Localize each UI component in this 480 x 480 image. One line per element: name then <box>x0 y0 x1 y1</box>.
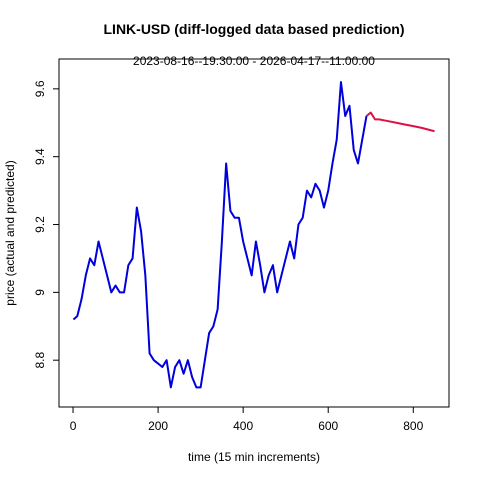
y-tick-label: 9 <box>33 289 47 296</box>
chart-title: LINK-USD (diff-logged data based predict… <box>104 21 405 37</box>
y-tick-label: 8.8 <box>33 352 47 369</box>
y-axis-label: price (actual and predicted) <box>3 160 17 305</box>
series-line <box>72 81 368 389</box>
x-axis-label: time (15 min increments) <box>188 450 320 464</box>
y-tick-label: 9.4 <box>33 148 47 165</box>
x-tick-label: 800 <box>403 419 423 433</box>
y-tick-label: 9.2 <box>33 216 47 233</box>
x-tick-label: 0 <box>70 419 77 433</box>
series-line <box>365 111 435 133</box>
plot-frame <box>58 58 450 408</box>
x-tick-label: 200 <box>148 419 168 433</box>
chart-subtitle: 2023-08-16--19:30:00 - 2026-04-17--11:00… <box>133 54 375 68</box>
x-tick-label: 600 <box>318 419 338 433</box>
y-tick-label: 9.6 <box>33 80 47 97</box>
x-tick-label: 400 <box>233 419 253 433</box>
